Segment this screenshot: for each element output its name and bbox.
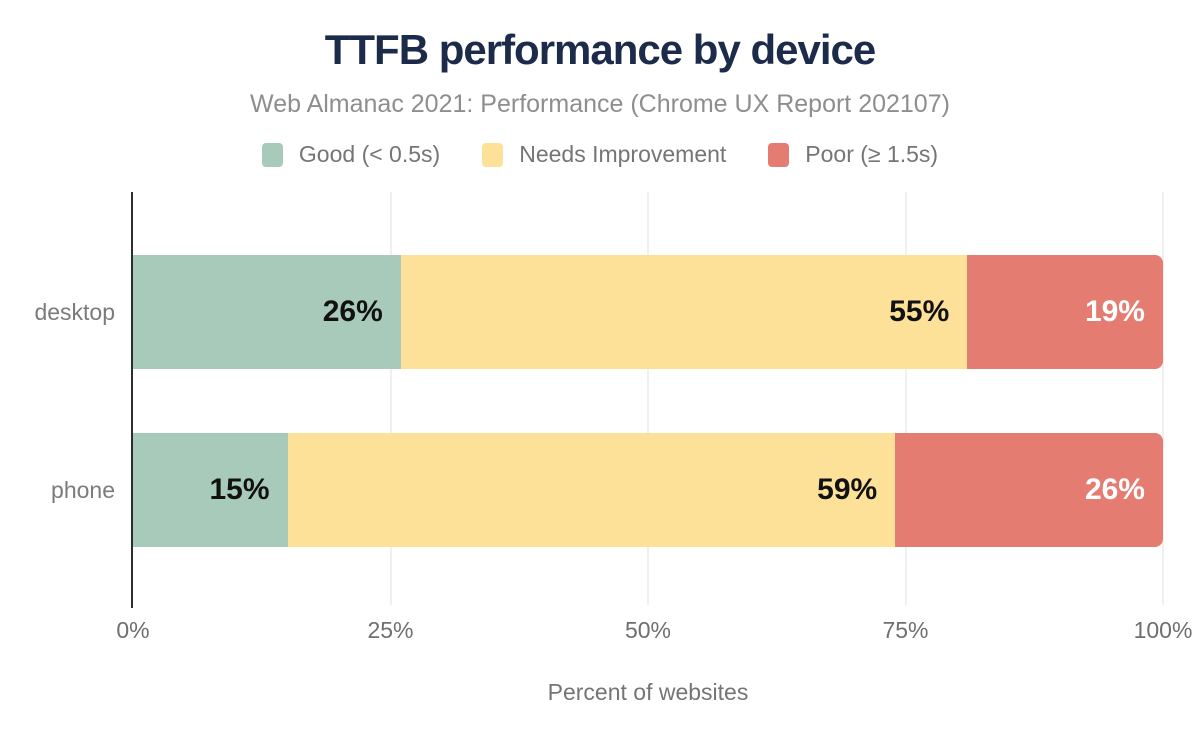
legend-label: Good (< 0.5s): [298, 141, 441, 167]
x-axis-tick-label: 100%: [1133, 617, 1193, 643]
bar-segment: 55%: [400, 255, 968, 369]
legend: Good (< 0.5s) Needs Improvement Poor (≥ …: [0, 141, 1200, 168]
chart-subtitle: Web Almanac 2021: Performance (Chrome UX…: [250, 90, 950, 118]
gridline: [904, 192, 907, 605]
x-axis-title: Percent of websites: [547, 679, 749, 705]
bar-segment-label: 55%: [889, 295, 950, 328]
gridline: [1162, 192, 1164, 605]
legend-item-needs-improvement: Needs Improvement: [482, 141, 726, 168]
y-axis-category-label: phone: [51, 477, 115, 503]
x-axis-tick-label: 0%: [116, 617, 150, 643]
needs-improvement-swatch-icon: [482, 142, 504, 167]
legend-label: Poor (≥ 1.5s): [805, 141, 939, 167]
good-swatch-icon: [261, 142, 283, 167]
bar-segment-label: 19%: [1084, 295, 1145, 328]
chart-title: TTFB performance by device: [324, 26, 877, 73]
bar-segment-label: 26%: [1084, 473, 1145, 506]
bar-segment-label: 59%: [817, 473, 878, 506]
x-axis-tick-label: 50%: [624, 617, 672, 643]
stacked-bar-phone: 15% 59% 26%: [133, 433, 1163, 547]
bar-segment: 59%: [287, 433, 896, 547]
y-axis-category-label: desktop: [34, 299, 115, 325]
legend-item-poor: Poor (≥ 1.5s): [768, 141, 938, 168]
poor-swatch-icon: [768, 142, 790, 167]
plot-area: Percent of websites 0% 25% 50% 75% 100% deskt…: [34, 192, 1192, 705]
bar-segment: 15%: [133, 433, 288, 547]
x-axis-tick-label: 75%: [882, 617, 929, 643]
bar-segment-label: 15%: [209, 473, 270, 506]
gridline: [647, 192, 649, 605]
bar-segment: 26%: [133, 255, 401, 369]
legend-item-good: Good (< 0.5s): [261, 141, 441, 168]
legend-label: Needs Improvement: [519, 141, 727, 167]
y-axis-line: [131, 192, 133, 608]
bar-segment-label: 26%: [322, 295, 383, 328]
x-axis-tick-label: 25%: [367, 617, 414, 643]
bar-segment: 19%: [967, 255, 1163, 369]
bar-segment: 26%: [895, 433, 1163, 547]
stacked-bar-desktop: 26% 55% 19%: [133, 255, 1163, 369]
gridline: [389, 192, 392, 605]
